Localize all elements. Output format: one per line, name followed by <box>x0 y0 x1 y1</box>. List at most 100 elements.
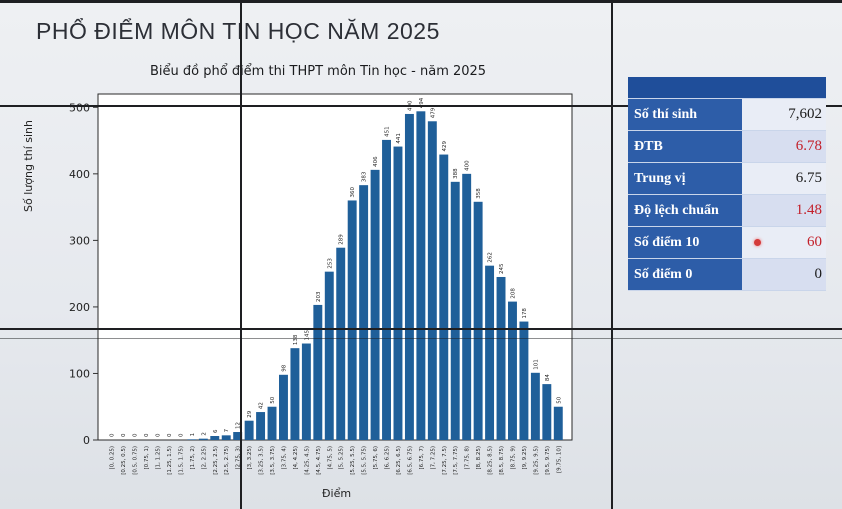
x-tick-label: [5.75, 6) <box>373 446 379 470</box>
stats-label: Số điểm 0 <box>628 259 742 291</box>
bar <box>496 276 506 440</box>
laser-pointer-dot <box>754 239 761 246</box>
bar <box>301 343 311 440</box>
bar-value-label: 0 <box>144 433 150 437</box>
x-tick-label: [9.5, 9.75) <box>545 446 551 475</box>
bar-value-label: 50 <box>556 396 562 403</box>
x-tick-label: [0.75, 1) <box>144 446 150 470</box>
bar-value-label: 0 <box>156 433 162 437</box>
bar <box>187 439 197 440</box>
bar-value-label: 138 <box>293 334 299 345</box>
x-tick-label: [0.5, 0.75) <box>133 446 139 475</box>
stats-value-text: 60 <box>807 234 822 250</box>
bar-value-label: 360 <box>350 186 356 197</box>
x-tick-label: [6.25, 6.5) <box>396 446 402 475</box>
bar-value-label: 406 <box>373 156 379 167</box>
stats-value: 7,602 <box>742 99 826 131</box>
x-tick-label: [4, 4.25) <box>293 446 299 470</box>
bar-value-label: 84 <box>545 374 551 381</box>
x-tick-label: [5, 5.25) <box>339 446 345 470</box>
bar-value-label: 358 <box>476 188 482 199</box>
stats-label: Số điểm 10 <box>628 227 742 259</box>
bar <box>439 154 449 441</box>
bar-value-label: 253 <box>327 258 333 269</box>
bar-value-label: 12 <box>236 422 242 429</box>
x-tick-label: [2.75, 3) <box>236 446 242 470</box>
bar-value-label: 0 <box>133 433 139 437</box>
x-tick-label: [7.75, 8) <box>465 446 471 470</box>
bar-value-label: 383 <box>362 171 368 182</box>
bar-value-label: 7 <box>224 428 230 432</box>
x-tick-label: [7.25, 7.5) <box>442 446 448 475</box>
bar-value-label: 0 <box>110 433 116 437</box>
x-tick-label: [1.75, 2) <box>190 446 196 470</box>
x-tick-label: [2.5, 2.75) <box>224 446 230 475</box>
bar <box>530 372 540 440</box>
x-tick-label: [4.75, 5) <box>327 446 333 470</box>
x-tick-label: [9.25, 9.5) <box>533 446 539 475</box>
stats-label: Trung vị <box>628 163 742 195</box>
frame-line <box>0 338 842 339</box>
stats-value: 0 <box>742 259 826 291</box>
bar-value-label: 29 <box>247 410 253 417</box>
bar <box>404 113 414 440</box>
bar <box>256 412 266 440</box>
bar <box>336 247 346 440</box>
stats-row: Trung vị 6.75 <box>628 163 826 195</box>
bar <box>370 169 380 440</box>
stats-row: Số điểm 10 60 <box>628 227 826 259</box>
x-tick-label: [5.25, 5.5) <box>350 446 356 475</box>
bar-value-label: 145 <box>304 330 310 341</box>
x-tick-label: [8.75, 9) <box>510 446 516 470</box>
x-tick-label: [9, 9.25) <box>522 446 528 470</box>
x-tick-label: [3.75, 4) <box>281 446 287 470</box>
bar-value-label: 245 <box>499 263 505 274</box>
stats-value: 60 <box>742 227 826 259</box>
bar <box>393 146 403 441</box>
x-tick-label: [0.25, 0.5) <box>121 446 127 475</box>
bar-value-label: 0 <box>167 433 173 437</box>
y-tick-label: 0 <box>83 434 90 447</box>
bar <box>485 265 495 440</box>
stats-row: ĐTB 6.78 <box>628 131 826 163</box>
bar-value-label: 203 <box>316 291 322 302</box>
x-tick-label: [1.25, 1.5) <box>167 446 173 475</box>
bar <box>290 348 300 440</box>
stats-value: 6.78 <box>742 131 826 163</box>
bar-value-label: 1 <box>190 433 196 437</box>
bar <box>210 436 220 440</box>
frame-line <box>240 0 242 509</box>
frame-line <box>0 105 842 107</box>
stats-table: Số thí sinh 7,602 ĐTB 6.78 Trung vị 6.75… <box>628 77 826 291</box>
page-title: PHỔ ĐIỂM MÔN TIN HỌC NĂM 2025 <box>36 18 440 44</box>
bar <box>382 139 391 440</box>
bar <box>233 432 243 440</box>
x-tick-label: [4.25, 4.5) <box>304 446 310 475</box>
x-tick-label: [8.5, 8.75) <box>499 446 505 475</box>
chart-title: Biểu đồ phổ điểm thi THPT môn Tin học - … <box>150 64 487 79</box>
bar <box>553 406 563 440</box>
stats-label: Độ lệch chuẩn <box>628 195 742 227</box>
x-tick-label: [6, 6.25) <box>385 446 391 470</box>
stats-header-row <box>628 77 826 99</box>
bar <box>416 111 426 441</box>
x-axis-label: Điểm <box>322 487 352 500</box>
x-tick-label: [6.5, 6.75) <box>407 446 413 475</box>
bar <box>450 181 460 441</box>
frame-line <box>0 328 842 330</box>
x-tick-label: [3.25, 3.5) <box>259 446 265 475</box>
x-tick-label: [5.5, 5.75) <box>362 446 368 475</box>
bar <box>347 200 357 440</box>
y-tick-label: 500 <box>69 101 90 114</box>
stats-value: 6.75 <box>742 163 826 195</box>
bar-value-label: 2 <box>201 432 207 436</box>
bar <box>508 301 517 440</box>
bar-value-label: 0 <box>121 433 127 437</box>
bar-value-label: 0 <box>178 433 184 437</box>
x-tick-label: [1.5, 1.75) <box>178 446 184 475</box>
stats-header-cell <box>742 77 826 99</box>
bar <box>324 271 334 440</box>
frame-line <box>611 0 613 509</box>
